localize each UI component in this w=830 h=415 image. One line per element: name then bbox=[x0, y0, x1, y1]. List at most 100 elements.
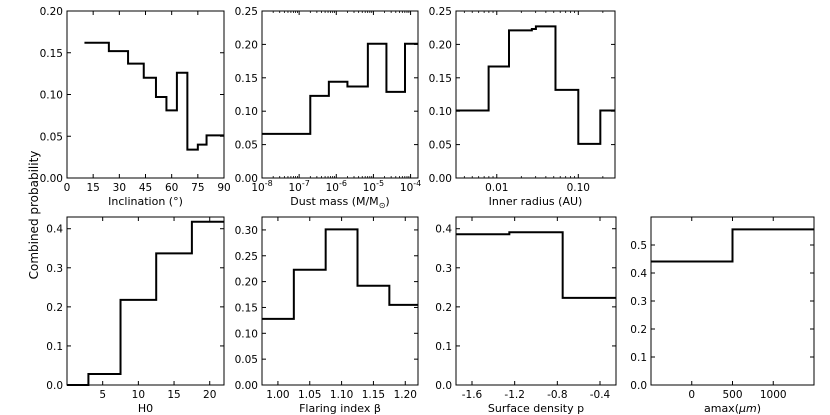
ytick-label: 0.05 bbox=[40, 131, 63, 143]
xtick-label: 15 bbox=[167, 389, 180, 401]
ytick-label: 0.2 bbox=[46, 302, 63, 314]
ytick-label: 0.20 bbox=[429, 39, 452, 51]
panel-4: 0.00 0.05 0.10 0.15 0.20 0.25 0.30 1.00 1.05 1.10… bbox=[235, 216, 419, 415]
ytick-label: 0.15 bbox=[235, 73, 258, 85]
ytick-label: 0.0 bbox=[630, 380, 647, 392]
ytick-label: 0.00 bbox=[429, 173, 452, 185]
ytick-label: 0.25 bbox=[429, 6, 452, 18]
xtick-label: 10-8 bbox=[251, 179, 272, 194]
xtick-label: 500 bbox=[722, 389, 742, 401]
ytick-label: 0.1 bbox=[630, 352, 647, 364]
xtick-label: 10-6 bbox=[326, 179, 347, 194]
xlabel: Inclination (°) bbox=[108, 195, 183, 208]
xtick-label: 1.00 bbox=[266, 389, 289, 401]
xtick-label: 60 bbox=[165, 182, 178, 194]
ytick-label: 0.30 bbox=[235, 225, 258, 237]
ytick-label: 0.25 bbox=[235, 251, 258, 263]
ytick-label: 0.20 bbox=[40, 6, 63, 18]
panel-0: 0.00 0.05 0.10 0.15 0.20 0 15 30 45 60 75 90 Inclina… bbox=[40, 6, 231, 208]
ytick-label: 0.20 bbox=[235, 277, 258, 289]
ytick-label: 0.10 bbox=[235, 328, 258, 340]
xtick-label: 0.10 bbox=[567, 182, 590, 194]
ytick-label: 0.4 bbox=[435, 224, 452, 236]
ytick-label: 0.2 bbox=[435, 302, 452, 314]
axes-frame bbox=[66, 216, 225, 386]
histogram-step-line bbox=[67, 220, 224, 386]
xtick-label: 15 bbox=[86, 182, 99, 194]
xtick-label: 10-7 bbox=[288, 179, 309, 194]
xtick-label: -1.6 bbox=[462, 389, 483, 401]
ytick-label: 0.15 bbox=[40, 48, 63, 60]
ytick-label: 0.3 bbox=[46, 263, 63, 275]
ytick-label: 0.1 bbox=[435, 341, 452, 353]
panel-3: 0.0 0.1 0.2 0.3 0.4 5 10 15 20 H0 bbox=[46, 216, 225, 415]
ytick-label: 0.10 bbox=[40, 90, 63, 102]
xtick-label: 1.15 bbox=[362, 389, 385, 401]
ytick-label: 0.0 bbox=[435, 380, 452, 392]
ytick-label: 0.25 bbox=[235, 6, 258, 18]
xlabel: Dust mass (M/M⊙) bbox=[290, 195, 389, 210]
xtick-label: 75 bbox=[191, 182, 204, 194]
ytick-label: 0.1 bbox=[46, 341, 63, 353]
xtick-label: 45 bbox=[139, 182, 152, 194]
xlabel: amax(μm) bbox=[704, 402, 761, 415]
ytick-label: 0.00 bbox=[235, 380, 258, 392]
panel-5: 0.0 0.1 0.2 0.3 0.4 -1.6 -1.2 -0.8 -0.4 Surface d… bbox=[435, 216, 617, 415]
xtick-label: -1.2 bbox=[504, 389, 525, 401]
ytick-label: 0.05 bbox=[429, 140, 452, 152]
ytick-label: 0.2 bbox=[630, 324, 647, 336]
histogram-step-line bbox=[456, 231, 616, 299]
ytick-label: 0.15 bbox=[429, 73, 452, 85]
xtick-label: 1000 bbox=[760, 389, 787, 401]
xtick-label: 0.01 bbox=[485, 182, 508, 194]
ytick-label: 0.15 bbox=[235, 302, 258, 314]
xtick-label: 0 bbox=[64, 182, 71, 194]
xtick-label: 1.05 bbox=[298, 389, 321, 401]
panels: 0.000.050.100.150.200 15 30 45 60 75 90Inclina… bbox=[40, 6, 815, 415]
ytick-label: 0.05 bbox=[235, 140, 258, 152]
figure-ylabel: Combined probability bbox=[27, 151, 41, 280]
ytick-label: 0.20 bbox=[235, 39, 258, 51]
xtick-label: 1.20 bbox=[394, 389, 417, 401]
axes-frame bbox=[455, 216, 617, 386]
xlabel: Flaring index β bbox=[299, 402, 381, 415]
xtick-label: 10-5 bbox=[363, 179, 384, 194]
ytick-label: 0.00 bbox=[235, 173, 258, 185]
xtick-label: 5 bbox=[99, 389, 106, 401]
axes-frame bbox=[261, 216, 419, 386]
xtick-label: 90 bbox=[217, 182, 230, 194]
panel-1: 0.00 0.05 0.10 0.15 0.20 0.25 10-8 10-7 10-6 10-5… bbox=[235, 6, 422, 210]
xtick-label: 30 bbox=[113, 182, 126, 194]
ytick-label: 0.05 bbox=[235, 354, 258, 366]
xtick-label: -0.8 bbox=[547, 389, 568, 401]
histogram-step-line bbox=[262, 42, 418, 135]
ytick-label: 0.3 bbox=[630, 296, 647, 308]
ytick-label: 0.4 bbox=[46, 224, 63, 236]
axes-frame bbox=[455, 10, 616, 179]
xtick-label: 0 bbox=[688, 389, 695, 401]
xlabel: H0 bbox=[138, 402, 153, 415]
histogram-step-line bbox=[262, 228, 418, 320]
ytick-label: 0.10 bbox=[235, 106, 258, 118]
ytick-label: 0.5 bbox=[630, 240, 647, 252]
xtick-label: 10 bbox=[132, 389, 145, 401]
xlabel: Inner radius (AU) bbox=[489, 195, 583, 208]
axes-frame bbox=[66, 10, 225, 179]
xlabel: Surface density p bbox=[488, 402, 584, 415]
ytick-label: 0.3 bbox=[435, 263, 452, 275]
xtick-label: -0.4 bbox=[590, 389, 611, 401]
xtick-label: 1.10 bbox=[330, 389, 353, 401]
histogram-step-line bbox=[456, 25, 615, 145]
xtick-label: 10-4 bbox=[400, 179, 421, 194]
ytick-label: 0.0 bbox=[46, 380, 63, 392]
ytick-label: 0.4 bbox=[630, 268, 647, 280]
histogram-step-line bbox=[651, 228, 814, 263]
ytick-label: 0.00 bbox=[40, 173, 63, 185]
axes-frame bbox=[261, 10, 419, 179]
xtick-label: 20 bbox=[203, 389, 216, 401]
histogram-step-line bbox=[84, 41, 224, 151]
ytick-label: 0.10 bbox=[429, 106, 452, 118]
